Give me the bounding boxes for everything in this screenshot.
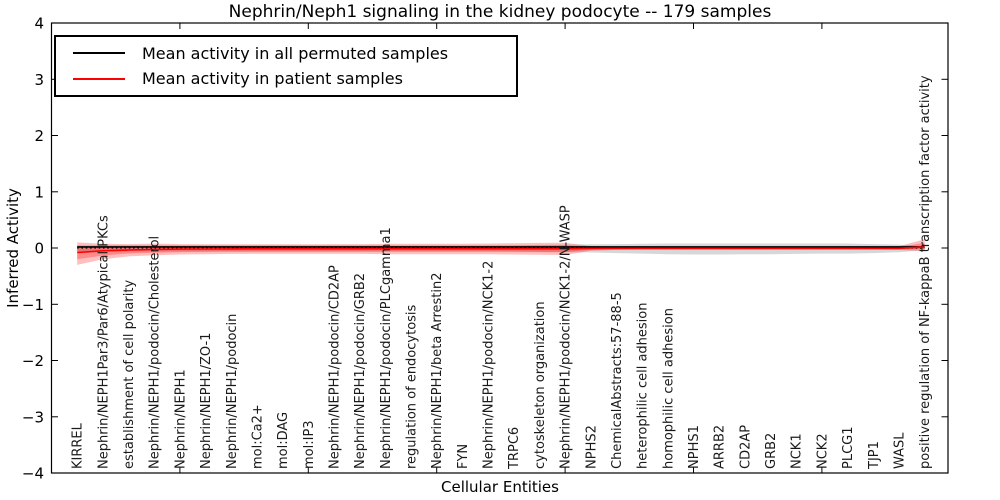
x-tick-label: ChemicalAbstracts:57-88-5 (610, 292, 625, 469)
x-tick-label: cytoskeleton organization (533, 301, 548, 469)
x-tick-label: FYN (456, 444, 471, 469)
x-tick-label: NPHS2 (584, 425, 599, 469)
x-tick-label: Nephrin/NEPH1/beta Arrestin2 (430, 273, 445, 470)
x-tick-label: mol:Ca2+ (250, 404, 265, 469)
x-tick-label: Nephrin/NEPH1/podocin (225, 314, 240, 469)
x-tick-label: mol:IP3 (302, 420, 317, 469)
legend-item-patient: Mean activity in patient samples (56, 69, 516, 88)
x-tick-label: Nephrin/NEPH1/podocin/GRB2 (353, 273, 368, 469)
y-axis-label: Inferred Activity (4, 188, 22, 308)
y-tick-label: 3 (34, 71, 44, 89)
x-tick-label: Nephrin/NEPH1/podocin/PLCgamma1 (379, 227, 394, 469)
legend-label-patient: Mean activity in patient samples (142, 69, 403, 89)
x-tick-label: NCK1 (790, 433, 805, 469)
x-tick-label: ARRB2 (713, 425, 728, 469)
x-tick-label: WASL (892, 432, 907, 469)
x-tick-label: Nephrin/NEPH1/podocin/NCK1-2/N-WASP (559, 205, 574, 469)
x-tick-label: positive regulation of NF-kappaB transcr… (918, 75, 933, 469)
x-tick-label: NPHS1 (687, 425, 702, 469)
y-tick-label: 4 (34, 15, 44, 33)
legend: Mean activity in all permuted samples Me… (54, 35, 518, 97)
y-tick-label: 0 (34, 240, 44, 258)
x-tick-label: CD2AP (738, 425, 753, 469)
y-tick-label: −1 (22, 296, 44, 314)
chart-title: Nephrin/Neph1 signaling in the kidney po… (228, 2, 772, 22)
y-tick-label: 1 (34, 183, 44, 201)
y-tick-label: −2 (22, 352, 44, 370)
x-tick-label: KIRREL (71, 422, 86, 469)
x-tick-label: Nephrin/NEPH1/podocin/CD2AP (328, 265, 343, 469)
x-tick-label: GRB2 (764, 433, 779, 469)
x-tick-label: TJP1 (867, 441, 882, 470)
x-tick-label: PLCG1 (841, 426, 856, 469)
x-tick-label: heterophilic cell adhesion (636, 303, 651, 470)
x-tick-label: Nephrin/NEPH1Par3/Par6/Atypical PKCs (96, 215, 111, 469)
legend-item-permuted: Mean activity in all permuted samples (56, 44, 516, 63)
x-tick-label: Nephrin/NEPH1 (173, 369, 188, 469)
x-tick-label: Nephrin/NEPH1/podocin/NCK1-2 (482, 261, 497, 469)
x-tick-label: TRPC6 (507, 427, 522, 470)
legend-line-sample-permuted (73, 52, 125, 55)
y-tick-label: −4 (22, 465, 44, 483)
x-tick-label: establishment of cell polarity (122, 280, 137, 469)
x-tick-label: mol:DAG (276, 412, 291, 469)
series-line-1 (77, 246, 925, 254)
x-axis-label: Cellular Entities (441, 478, 559, 496)
x-tick-label: Nephrin/NEPH1/podocin/Cholesterol (148, 236, 163, 469)
band-1 (77, 239, 925, 265)
x-tick-label: Nephrin/NEPH1/ZO-1 (199, 333, 214, 469)
legend-line-sample-patient (73, 77, 125, 80)
y-tick-label: 2 (34, 127, 44, 145)
x-tick-label: homophilic cell adhesion (661, 308, 676, 469)
y-tick-label: −3 (22, 408, 44, 426)
x-tick-label: regulation of endocytosis (405, 304, 420, 469)
legend-label-permuted: Mean activity in all permuted samples (142, 43, 449, 63)
x-tick-label: NCK2 (815, 433, 830, 469)
